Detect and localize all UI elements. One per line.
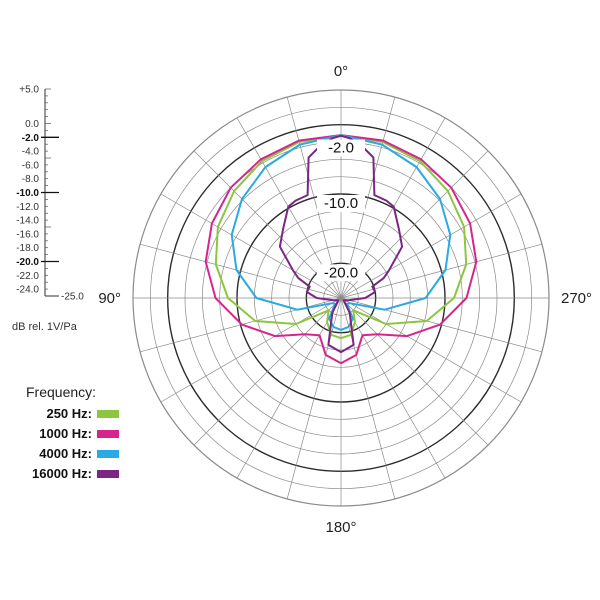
- scale-label: -4.0: [22, 147, 40, 158]
- legend-label: 16000 Hz:: [32, 466, 92, 481]
- legend-label: 4000 Hz:: [39, 446, 92, 461]
- angle-label-270: 270°: [561, 290, 592, 307]
- scale-label: -8.0: [22, 174, 40, 185]
- series-curves: [204, 134, 478, 365]
- legend-label: 1000 Hz:: [39, 426, 92, 441]
- ring-label: -10.0: [324, 195, 358, 212]
- scale-label: -16.0: [16, 229, 39, 240]
- series-curve-4000hz: [230, 134, 452, 331]
- scale-label: -12.0: [16, 202, 39, 213]
- unit-label: dB rel. 1V/Pa: [12, 321, 78, 333]
- series-curve-250hz: [214, 134, 468, 340]
- legend-label: 250 Hz:: [46, 406, 92, 421]
- ring-label-bg: [317, 195, 365, 212]
- scale-label: -24.0: [16, 285, 39, 296]
- angle-label-90: 90°: [98, 290, 121, 307]
- legend-swatch: [97, 410, 119, 418]
- grid-spoke: [340, 297, 396, 500]
- legend: Frequency: 250 Hz: 1000 Hz: 4000 Hz: 16000 …: [26, 384, 119, 481]
- ring-labels: -2.0 -10.0 -20.0: [317, 139, 365, 282]
- legend-swatch: [97, 450, 119, 458]
- ring-label: -20.0: [324, 264, 358, 281]
- scale-label: +5.0: [19, 85, 39, 96]
- grid-spoke: [340, 297, 522, 403]
- legend-swatch: [97, 430, 119, 438]
- angle-label-180: 180°: [325, 519, 356, 536]
- scale-label: -6.0: [22, 160, 40, 171]
- angle-label-0: 0°: [334, 63, 348, 80]
- ring-label: -2.0: [328, 140, 354, 157]
- grid-spoke: [193, 297, 342, 446]
- grid-spoke: [160, 297, 342, 403]
- scale-label: -18.0: [16, 243, 39, 254]
- grid-spoke: [286, 297, 342, 500]
- series-curve-16000hz: [278, 134, 404, 354]
- scale-label: -14.0: [16, 216, 39, 227]
- grid-spoke: [160, 193, 342, 299]
- scale-label: -22.0: [16, 271, 39, 282]
- grid-spoke: [193, 150, 342, 299]
- legend-title: Frequency:: [26, 384, 96, 400]
- ring-label-bg: [317, 264, 365, 282]
- ring-label-bg: [317, 139, 365, 157]
- grid-spoke: [340, 150, 489, 299]
- legend-swatch: [97, 470, 119, 478]
- scale-label: 0.0: [25, 119, 39, 130]
- scale-label: -20.0: [16, 257, 39, 268]
- grid-spoke: [236, 297, 342, 479]
- scale-label: -2.0: [22, 133, 40, 144]
- grid-spoke: [340, 297, 446, 479]
- polar-grid: [132, 89, 550, 507]
- scale-label: -10.0: [16, 188, 39, 199]
- db-scale: +5.0 0.0 -2.0 -4.0 -6.0 -8.0 -10.0 -12.0 -14.0 -1…: [16, 85, 84, 303]
- angle-labels: 0° 90° 180° 270°: [98, 63, 592, 536]
- scale-label: -25.0: [61, 292, 84, 303]
- grid-spoke: [340, 297, 489, 446]
- series-curve-1000hz: [204, 134, 478, 365]
- grid-spoke: [340, 193, 522, 299]
